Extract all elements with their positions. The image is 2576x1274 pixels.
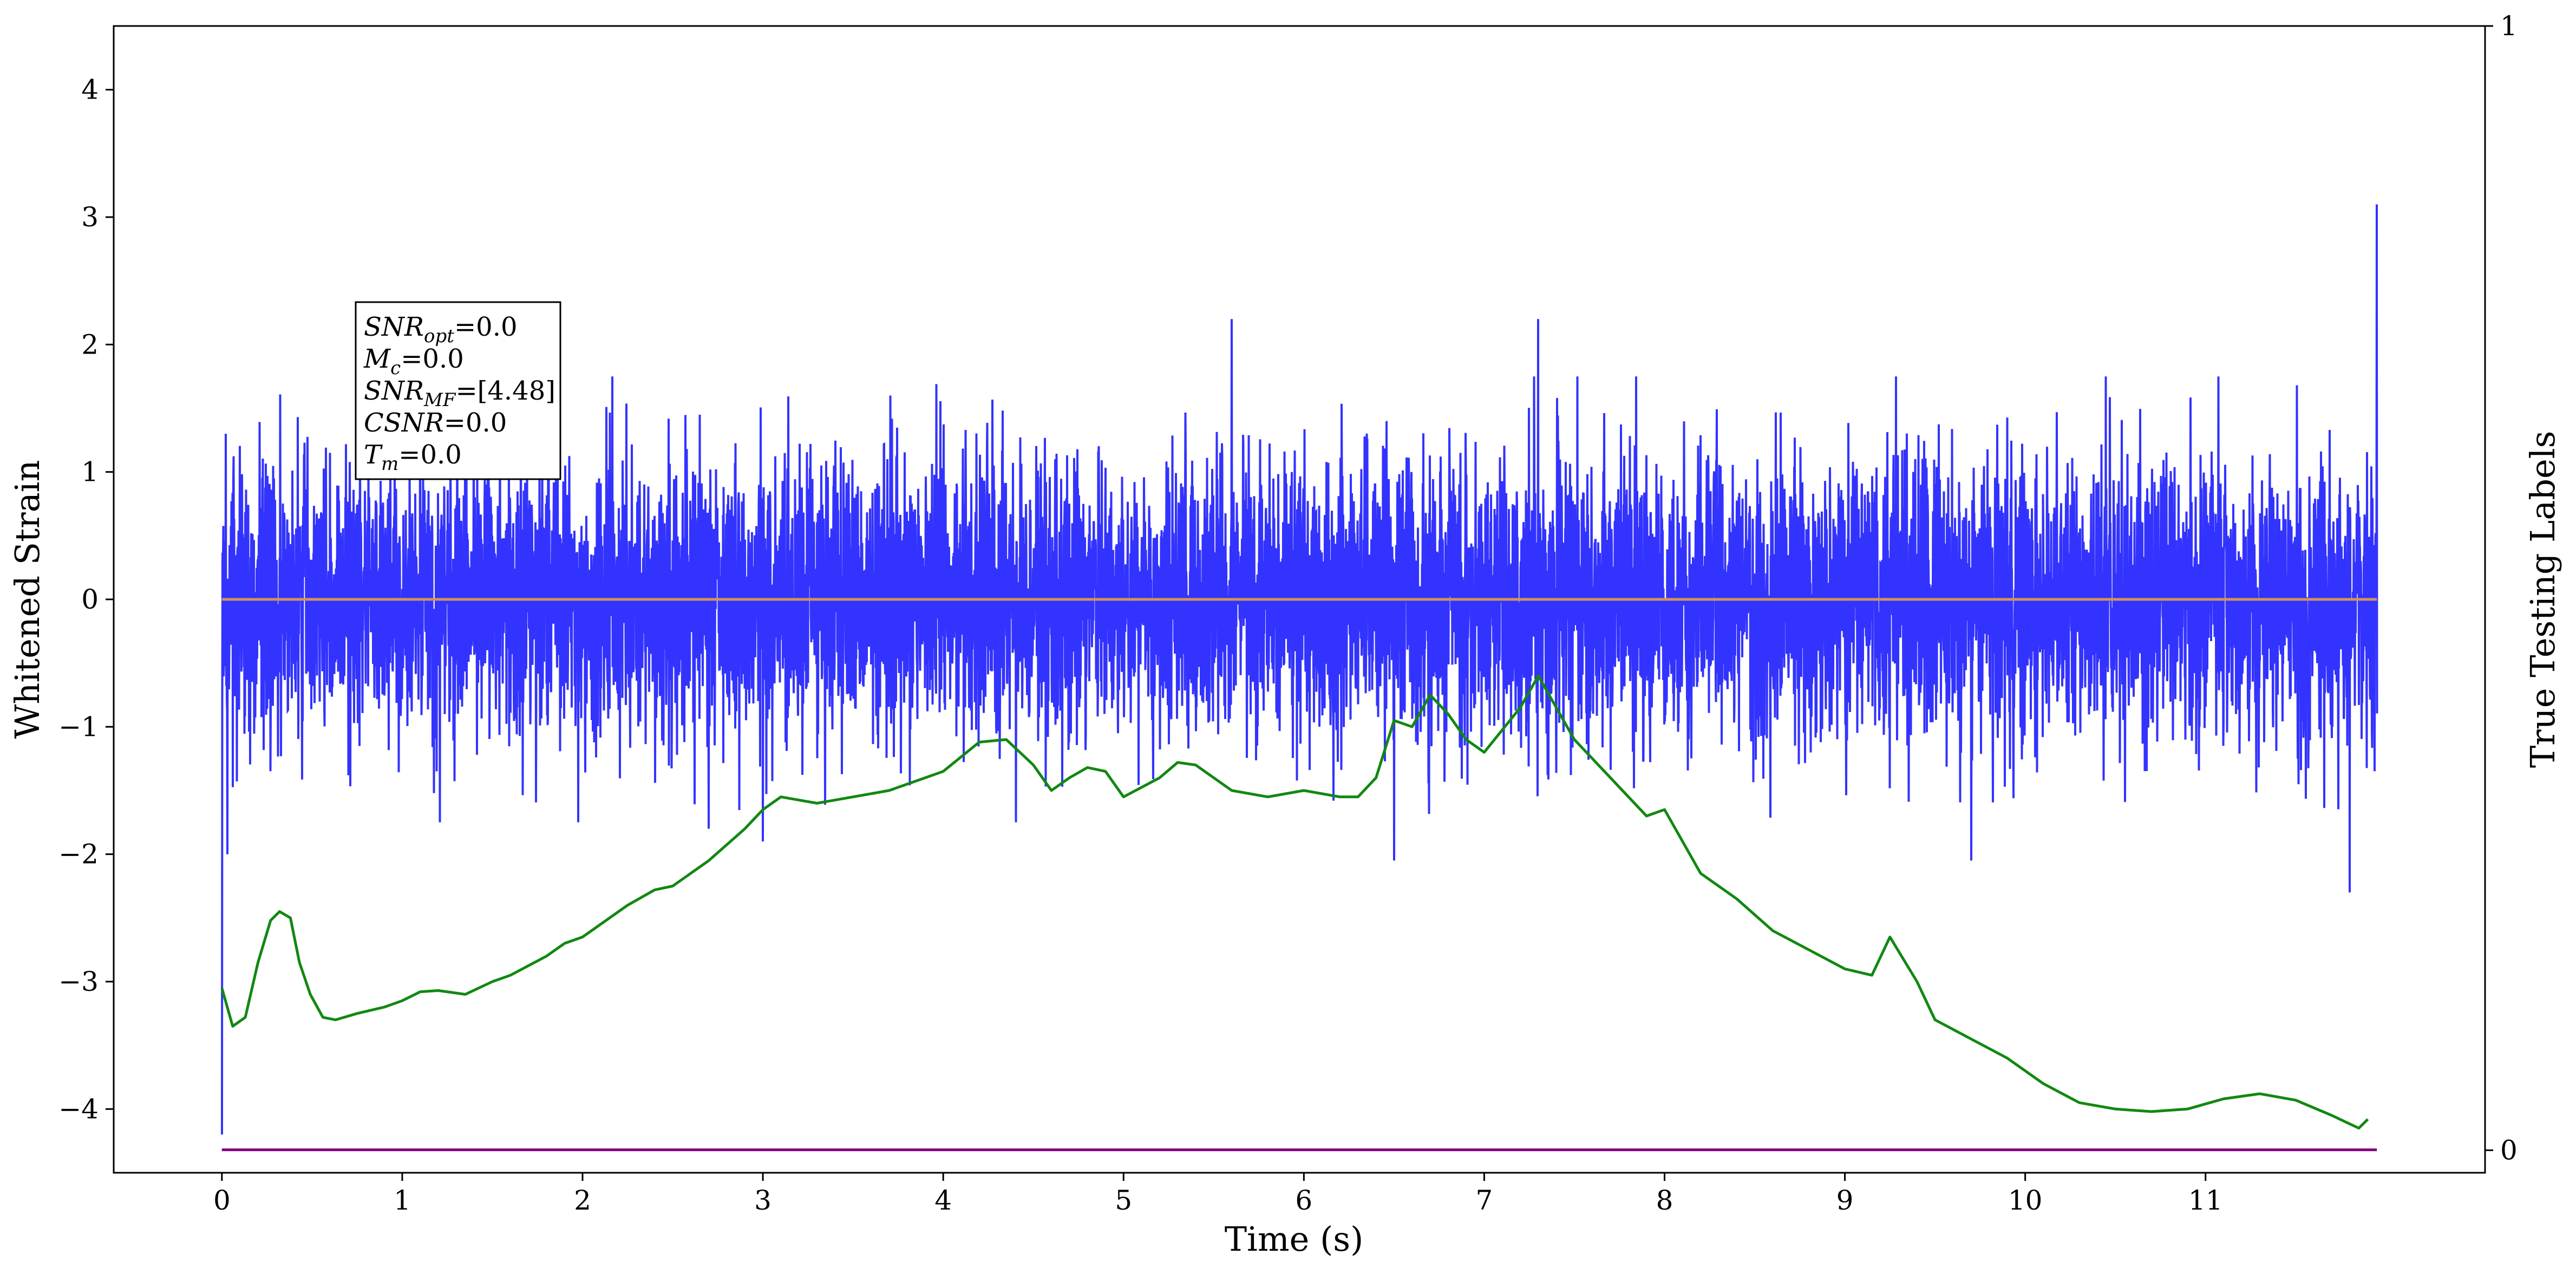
x-axis-label: Time (s) bbox=[1225, 1219, 1364, 1259]
x-tick-label: 0 bbox=[213, 1185, 231, 1216]
y-axis-ticks: 4 3 2 1 0 −1 −2 −3 −4 bbox=[58, 74, 114, 1125]
annotation-line: Tm=0.0 bbox=[364, 440, 462, 475]
annotation-line: SNRopt=0.0 bbox=[364, 312, 518, 347]
y-right-tick-label: 0 bbox=[2500, 1134, 2518, 1166]
y-tick-label: 4 bbox=[81, 74, 99, 106]
y-tick-label: −1 bbox=[58, 711, 99, 742]
annotation-line: Mc=0.0 bbox=[363, 344, 464, 379]
y-right-axis-label: True Testing Labels bbox=[2523, 431, 2562, 768]
x-tick-label: 5 bbox=[1115, 1185, 1132, 1216]
y-right-tick-label: 1 bbox=[2500, 10, 2518, 42]
x-tick-label: 4 bbox=[934, 1185, 952, 1216]
y-tick-label: 3 bbox=[81, 201, 99, 233]
x-axis-ticks: 0 1 2 3 4 5 6 7 8 9 10 11 bbox=[213, 1173, 2223, 1216]
annotation-lines: SNRopt=0.0Mc=0.0SNRMF=[4.48]CSNR=0.0Tm=0… bbox=[363, 312, 555, 475]
y-axis-label: Whitened Strain bbox=[8, 460, 47, 739]
x-tick-label: 10 bbox=[2008, 1185, 2043, 1216]
annotation-box: SNRopt=0.0Mc=0.0SNRMF=[4.48]CSNR=0.0Tm=0… bbox=[355, 301, 561, 480]
x-tick-label: 8 bbox=[1656, 1185, 1673, 1216]
x-tick-label: 7 bbox=[1476, 1185, 1493, 1216]
x-tick-label: 2 bbox=[574, 1185, 591, 1216]
x-tick-label: 11 bbox=[2188, 1185, 2223, 1216]
whitened-strain-series bbox=[221, 204, 2378, 1135]
green-curve-series bbox=[220, 674, 2369, 1130]
x-tick-label: 3 bbox=[754, 1185, 772, 1216]
series-layer bbox=[220, 204, 2378, 1152]
annotation-line: CSNR=0.0 bbox=[364, 408, 507, 438]
x-tick-label: 6 bbox=[1295, 1185, 1312, 1216]
annotation-box-frame bbox=[355, 301, 561, 480]
y-tick-label: −4 bbox=[58, 1093, 99, 1125]
y-tick-label: −2 bbox=[58, 839, 99, 870]
y-tick-label: 0 bbox=[81, 584, 99, 615]
annotation-line: SNRMF=[4.48] bbox=[364, 376, 555, 411]
y-tick-label: 2 bbox=[81, 329, 99, 360]
x-tick-label: 9 bbox=[1836, 1185, 1854, 1216]
y-tick-label: −3 bbox=[58, 966, 99, 997]
y-right-axis-ticks: 10 bbox=[2485, 10, 2518, 1166]
x-tick-label: 1 bbox=[394, 1185, 411, 1216]
y-tick-label: 1 bbox=[81, 456, 99, 488]
